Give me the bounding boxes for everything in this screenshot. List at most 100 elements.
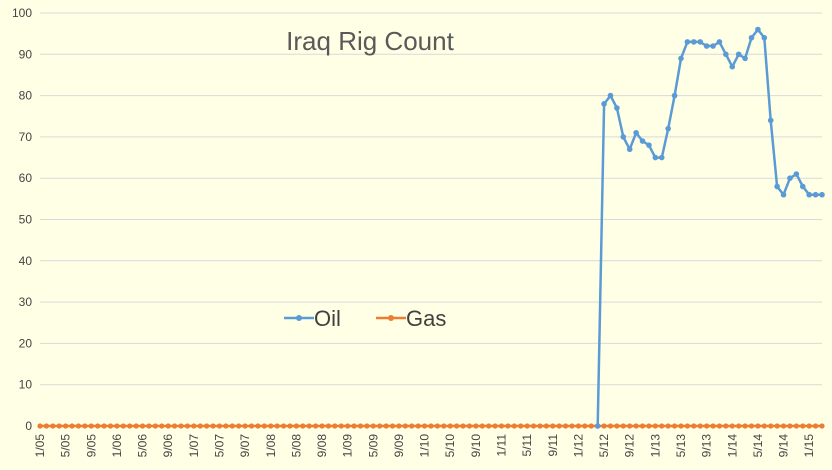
oil-data-point — [793, 171, 800, 177]
x-tick-label: 9/13 — [700, 434, 714, 458]
gas-data-point — [633, 423, 639, 429]
oil-data-point — [819, 191, 825, 198]
gas-data-point — [306, 423, 312, 429]
gas-data-point — [50, 423, 56, 429]
gas-data-point — [280, 423, 287, 429]
gas-data-point — [396, 423, 402, 429]
gas-data-point — [133, 423, 139, 429]
gas-data-point — [665, 423, 671, 429]
gas-data-point — [204, 423, 210, 429]
axes: 0 10 20 30 40 50 60 70 80 90 100 1/05 5/05 9/05 1/06 5/… — [12, 6, 822, 457]
gas-data-point — [351, 423, 357, 429]
gas-data-point — [812, 423, 819, 429]
gas-data-point — [274, 423, 280, 429]
gas-data-point — [159, 423, 165, 429]
oil-data-point — [658, 154, 665, 161]
oil-series-line — [596, 28, 822, 427]
x-tick-label: 5/14 — [751, 434, 765, 458]
gas-data-point — [345, 423, 351, 429]
legend-label-gas: Gas — [406, 306, 446, 331]
gas-data-point — [88, 423, 94, 429]
gas-data-point — [736, 423, 742, 429]
gridlines — [40, 12, 822, 386]
gas-data-point — [466, 423, 473, 429]
x-tick-label: 1/08 — [264, 434, 278, 458]
oil-data-point — [697, 39, 704, 45]
gas-data-point — [479, 423, 485, 429]
gas-data-point — [216, 423, 223, 429]
gas-data-point — [146, 423, 152, 429]
gas-data-point — [402, 423, 408, 429]
x-tick-label: 1/13 — [648, 434, 662, 458]
gas-data-point — [434, 423, 441, 429]
gas-data-point — [120, 423, 126, 429]
y-tick-label: 30 — [19, 295, 33, 309]
x-tick-label: 9/06 — [161, 434, 175, 458]
x-tick-label: 9/11 — [546, 434, 560, 457]
gas-data-point — [505, 423, 511, 429]
gas-data-point — [95, 423, 101, 429]
gas-data-point — [543, 423, 549, 429]
gas-data-point — [716, 423, 723, 429]
x-tick-label: 5/07 — [212, 434, 226, 458]
gas-data-point — [671, 423, 678, 429]
gas-data-point — [377, 423, 383, 429]
y-tick-label: 70 — [19, 130, 33, 144]
gas-data-point — [101, 423, 107, 429]
oil-data-point — [780, 191, 787, 198]
x-tick-label: 5/09 — [366, 434, 380, 458]
gas-data-point — [588, 423, 594, 429]
chart-title: Iraq Rig Count — [286, 26, 454, 56]
gas-data-point — [332, 423, 338, 429]
gas-data-point — [704, 423, 710, 429]
x-tick-label: 1/10 — [418, 434, 432, 458]
gas-data-point — [242, 423, 248, 429]
gas-data-point — [415, 423, 421, 429]
oil-data-point — [774, 183, 780, 190]
gas-data-point — [127, 423, 133, 429]
gas-data-point — [447, 423, 453, 429]
gas-data-point — [75, 423, 82, 429]
oil-data-point — [767, 117, 774, 124]
x-tick-label: 9/08 — [315, 434, 329, 458]
gas-data-point — [37, 423, 43, 429]
y-tick-label: 20 — [19, 336, 33, 350]
gas-data-point — [774, 423, 780, 429]
gas-data-point — [710, 423, 716, 429]
oil-data-point — [607, 92, 614, 99]
x-tick-label: 1/14 — [725, 434, 739, 458]
gas-data-point — [268, 423, 274, 429]
gas-data-point — [639, 423, 646, 429]
oil-data-point — [735, 51, 742, 58]
legend-label-oil: Oil — [314, 306, 341, 331]
oil-data-point — [703, 43, 710, 49]
gas-data-point — [498, 423, 505, 429]
gas-data-point — [287, 423, 293, 429]
gas-data-point — [165, 423, 171, 429]
gas-data-point — [729, 423, 735, 429]
gas-data-point — [454, 423, 460, 429]
legend: Oil Gas — [284, 306, 446, 331]
gas-data-point — [780, 423, 787, 429]
gas-data-point — [787, 423, 793, 429]
legend-marker-oil — [296, 315, 302, 321]
gas-data-point — [370, 423, 376, 429]
oil-data-point — [761, 34, 768, 41]
gas-data-point — [255, 423, 261, 429]
oil-data-point — [626, 146, 633, 153]
gas-data-point — [69, 423, 75, 429]
gas-data-point — [607, 423, 614, 429]
gas-data-point — [537, 423, 543, 429]
oil-data-point — [671, 92, 678, 99]
gas-data-point — [197, 423, 203, 429]
gas-data-point — [569, 423, 575, 429]
gas-data-point — [614, 423, 620, 429]
legend-marker-gas — [388, 315, 394, 321]
gas-data-point — [313, 423, 319, 429]
gas-data-point — [191, 423, 197, 429]
x-tick-label: 5/10 — [443, 434, 457, 458]
x-tick-label: 9/05 — [84, 434, 98, 458]
gas-data-point — [723, 423, 729, 429]
